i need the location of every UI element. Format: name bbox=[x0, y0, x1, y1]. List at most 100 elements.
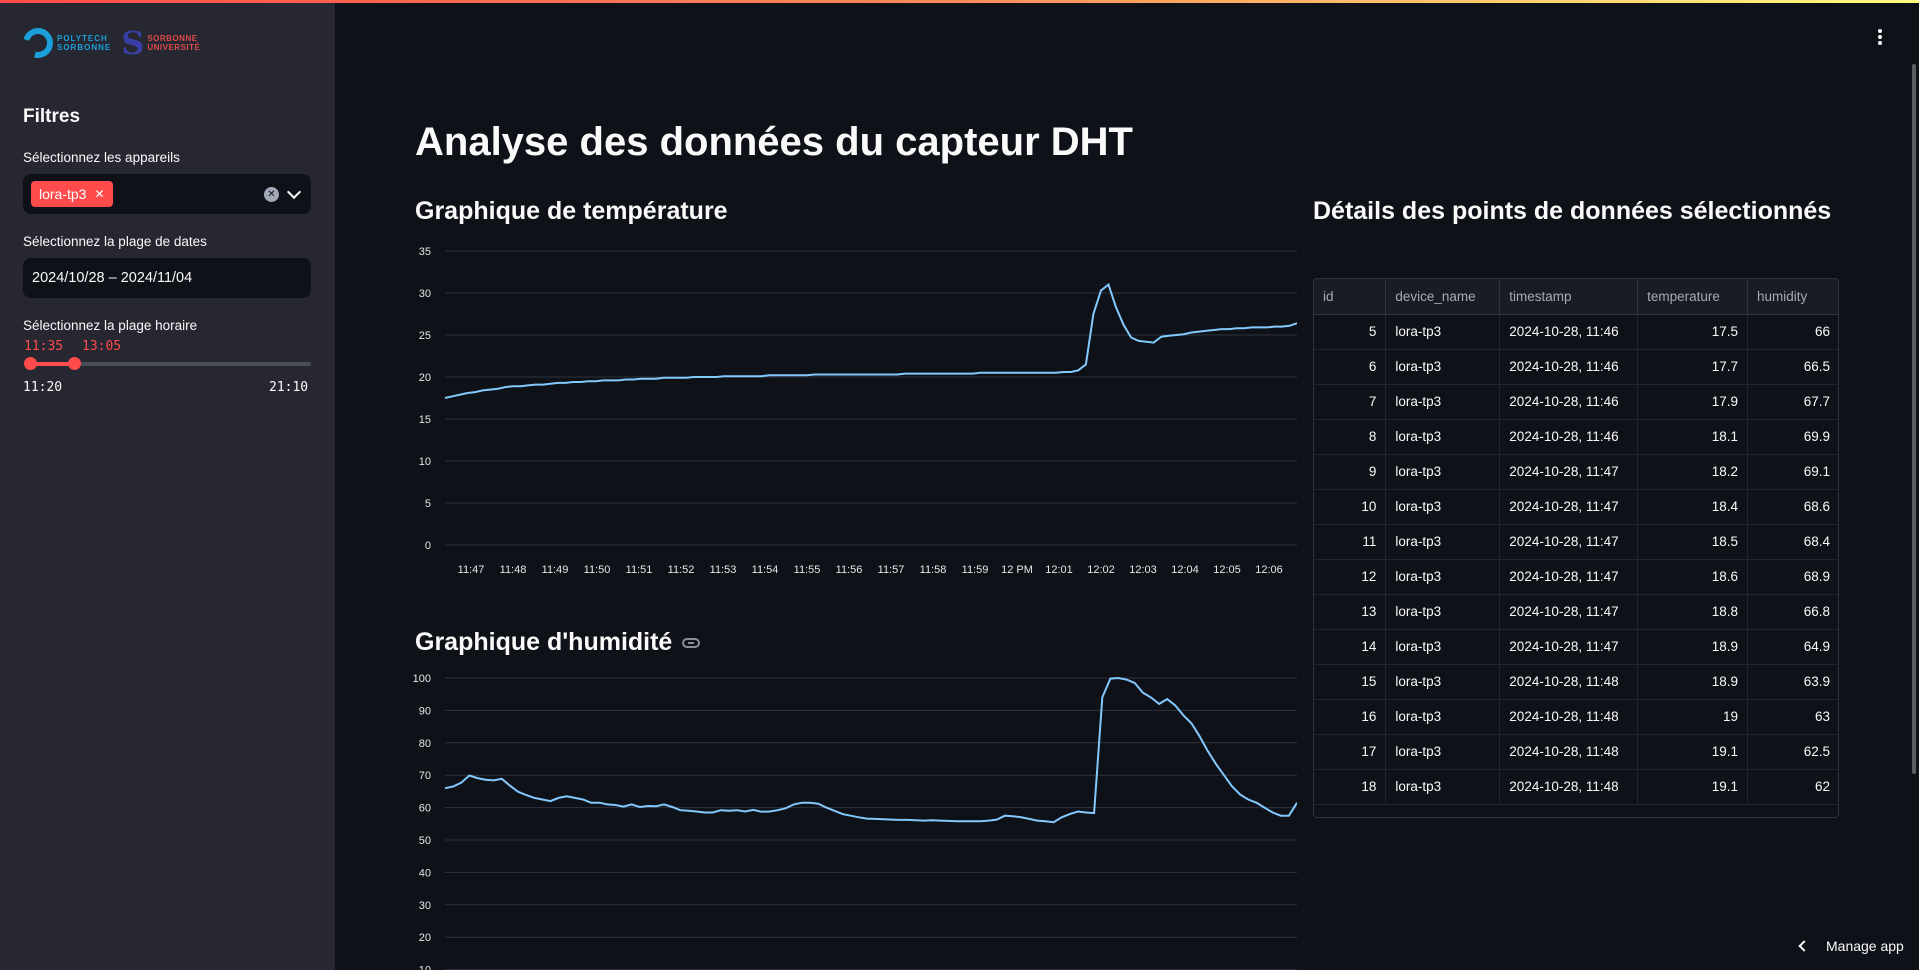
data-table[interactable]: id device_name timestamp temperature humidit… bbox=[1313, 278, 1839, 818]
table-cell-timestamp: 2024-10-28, 11:48 bbox=[1499, 734, 1639, 770]
table-cell-timestamp: 2024-10-28, 11:48 bbox=[1499, 664, 1639, 700]
table-cell-humidity: 66 bbox=[1747, 314, 1838, 350]
temperature-chart-svg: 0 5 10 15 20 25 30 35 11:47 11:48 11:49 11:50 11:51 1… bbox=[419, 246, 1298, 576]
y-tick-label: 90 bbox=[419, 705, 431, 717]
page-title: Analyse des données du capteur DHT bbox=[415, 120, 1133, 164]
table-row[interactable]: 11 lora-tp3 2024-10-28, 11:47 18.5 68.4 bbox=[1314, 524, 1838, 560]
table-row[interactable]: 9 lora-tp3 2024-10-28, 11:47 18.2 69.1 bbox=[1314, 454, 1838, 490]
table-cell-device-name: lora-tp3 bbox=[1385, 419, 1501, 455]
column-header-humidity[interactable]: humidity bbox=[1747, 279, 1838, 315]
table-cell-humidity: 66.5 bbox=[1747, 349, 1838, 385]
clear-all-icon[interactable]: ✕ bbox=[264, 186, 279, 202]
column-header-temperature[interactable]: temperature bbox=[1637, 279, 1749, 315]
chevron-down-icon[interactable] bbox=[286, 184, 302, 199]
table-cell-humidity: 69.9 bbox=[1747, 419, 1838, 455]
table-cell-temperature: 18.2 bbox=[1637, 454, 1749, 490]
link-icon[interactable] bbox=[682, 638, 701, 649]
table-row[interactable]: 12 lora-tp3 2024-10-28, 11:47 18.6 68.9 bbox=[1314, 559, 1838, 595]
table-cell-timestamp: 2024-10-28, 11:48 bbox=[1499, 769, 1639, 805]
humidity-chart-svg: 10 20 30 40 50 60 70 80 90 100 bbox=[413, 673, 1298, 970]
chevron-left-icon bbox=[1798, 940, 1810, 952]
table-cell-temperature: 17.9 bbox=[1637, 384, 1749, 420]
remove-tag-icon[interactable]: ✕ bbox=[94, 187, 105, 201]
table-cell-id: 9 bbox=[1314, 454, 1387, 490]
sorbonne-logo-text: SORBONNE bbox=[147, 34, 198, 43]
table-row[interactable]: 5 lora-tp3 2024-10-28, 11:46 17.5 66 bbox=[1314, 314, 1838, 350]
table-row[interactable]: 13 lora-tp3 2024-10-28, 11:47 18.8 66.8 bbox=[1314, 594, 1838, 630]
table-row[interactable]: 7 lora-tp3 2024-10-28, 11:46 17.9 67.7 bbox=[1314, 384, 1838, 420]
table-row[interactable]: 10 lora-tp3 2024-10-28, 11:47 18.4 68.6 bbox=[1314, 489, 1838, 525]
page-scrollbar[interactable] bbox=[1912, 64, 1916, 774]
devices-multiselect[interactable]: lora-tp3 ✕ ✕ bbox=[23, 174, 311, 214]
y-tick-label: 100 bbox=[413, 673, 431, 685]
device-tag[interactable]: lora-tp3 ✕ bbox=[31, 181, 113, 207]
time-slider-min-thumb[interactable] bbox=[24, 357, 37, 370]
time-range-label: Sélectionnez la plage horaire bbox=[23, 318, 198, 333]
time-slider-track[interactable] bbox=[30, 362, 311, 366]
sorbonne-logo: S SORBONNE UNIVERSITÉ bbox=[121, 24, 200, 62]
top-decoration-bar bbox=[0, 0, 1919, 3]
table-cell-id: 13 bbox=[1314, 594, 1387, 630]
column-header-device-name[interactable]: device_name bbox=[1385, 279, 1501, 315]
x-tick-label: 12 PM bbox=[1001, 564, 1033, 576]
x-tick-label: 12:04 bbox=[1171, 564, 1199, 576]
x-tick-label: 11:53 bbox=[710, 564, 737, 576]
time-slider-max-thumb[interactable] bbox=[68, 357, 81, 370]
x-tick-label: 12:03 bbox=[1129, 564, 1157, 576]
table-row[interactable]: 17 lora-tp3 2024-10-28, 11:48 19.1 62.5 bbox=[1314, 734, 1838, 770]
x-tick-label: 11:52 bbox=[668, 564, 695, 576]
y-tick-label: 10 bbox=[419, 456, 431, 468]
table-cell-temperature: 18.8 bbox=[1637, 594, 1749, 630]
series-line[interactable] bbox=[444, 676, 1298, 824]
sidebar: POLYTECH SORBONNE S SORBONNE UNIVERSITÉ Fi… bbox=[0, 0, 335, 970]
table-cell-temperature: 18.6 bbox=[1637, 559, 1749, 595]
main-menu-icon[interactable] bbox=[1878, 29, 1882, 45]
polytech-ring-icon bbox=[17, 22, 59, 64]
table-cell-timestamp: 2024-10-28, 11:47 bbox=[1499, 524, 1639, 560]
polytech-logo-text: POLYTECH bbox=[57, 34, 108, 43]
table-row[interactable]: 16 lora-tp3 2024-10-28, 11:48 19 63 bbox=[1314, 699, 1838, 735]
devices-label: Sélectionnez les appareils bbox=[23, 150, 180, 165]
y-tick-label: 5 bbox=[425, 498, 431, 510]
table-row[interactable]: 15 lora-tp3 2024-10-28, 11:48 18.9 63.9 bbox=[1314, 664, 1838, 700]
manage-app-label: Manage app bbox=[1826, 938, 1904, 954]
x-tick-label: 11:49 bbox=[542, 564, 569, 576]
y-tick-label: 30 bbox=[419, 288, 431, 300]
table-cell-timestamp: 2024-10-28, 11:46 bbox=[1499, 349, 1639, 385]
table-cell-id: 6 bbox=[1314, 349, 1387, 385]
table-cell-device-name: lora-tp3 bbox=[1385, 489, 1501, 525]
table-cell-device-name: lora-tp3 bbox=[1385, 594, 1501, 630]
table-cell-id: 17 bbox=[1314, 734, 1387, 770]
table-cell-device-name: lora-tp3 bbox=[1385, 384, 1501, 420]
table-cell-id: 18 bbox=[1314, 769, 1387, 805]
table-cell-humidity: 66.8 bbox=[1747, 594, 1838, 630]
table-cell-device-name: lora-tp3 bbox=[1385, 734, 1501, 770]
table-header-row: id device_name timestamp temperature humidit… bbox=[1314, 279, 1838, 315]
table-cell-timestamp: 2024-10-28, 11:47 bbox=[1499, 454, 1639, 490]
table-cell-humidity: 69.1 bbox=[1747, 454, 1838, 490]
manage-app-button[interactable]: Manage app bbox=[1798, 938, 1904, 954]
column-header-id[interactable]: id bbox=[1314, 279, 1387, 315]
table-cell-humidity: 62 bbox=[1747, 769, 1838, 805]
table-row[interactable]: 14 lora-tp3 2024-10-28, 11:47 18.9 64.9 bbox=[1314, 629, 1838, 665]
table-cell-timestamp: 2024-10-28, 11:47 bbox=[1499, 629, 1639, 665]
table-cell-device-name: lora-tp3 bbox=[1385, 314, 1501, 350]
x-tick-label: 12:05 bbox=[1213, 564, 1241, 576]
temperature-chart-title: Graphique de température bbox=[415, 197, 728, 225]
x-tick-label: 11:50 bbox=[584, 564, 611, 576]
table-row[interactable]: 18 lora-tp3 2024-10-28, 11:48 19.1 62 bbox=[1314, 769, 1838, 805]
series-line[interactable] bbox=[444, 282, 1298, 399]
table-row[interactable]: 6 lora-tp3 2024-10-28, 11:46 17.7 66.5 bbox=[1314, 349, 1838, 385]
filters-heading: Filtres bbox=[23, 106, 81, 127]
sorbonne-s-icon: S bbox=[121, 24, 145, 62]
date-range-input[interactable]: 2024/10/28 – 2024/11/04 bbox=[23, 258, 311, 298]
table-cell-id: 7 bbox=[1314, 384, 1387, 420]
table-cell-device-name: lora-tp3 bbox=[1385, 559, 1501, 595]
table-row[interactable]: 8 lora-tp3 2024-10-28, 11:46 18.1 69.9 bbox=[1314, 419, 1838, 455]
table-cell-id: 5 bbox=[1314, 314, 1387, 350]
slider-min-value: 11:35 bbox=[24, 339, 64, 354]
date-range-label: Sélectionnez la plage de dates bbox=[23, 234, 207, 249]
column-header-timestamp[interactable]: timestamp bbox=[1499, 279, 1639, 315]
x-tick-label: 11:55 bbox=[794, 564, 821, 576]
table-cell-temperature: 18.9 bbox=[1637, 629, 1749, 665]
